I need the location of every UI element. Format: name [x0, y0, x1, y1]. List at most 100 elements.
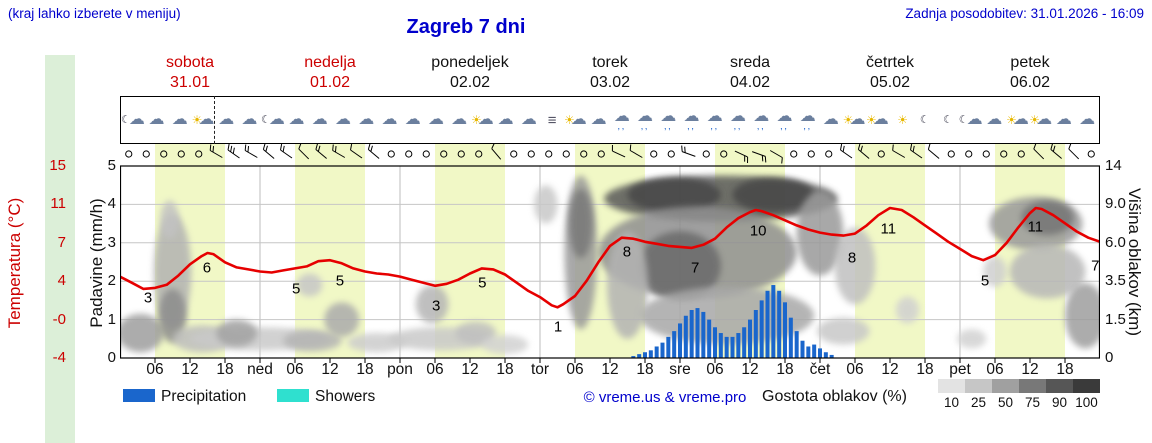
x-axis-tick: 18: [216, 361, 234, 378]
sun-glyph: ☀: [866, 113, 877, 127]
x-axis-tick: 06: [426, 361, 444, 378]
day-labels: sobota 31.01 nedelja 01.02 ponedeljek 02.02 to…: [0, 53, 1152, 95]
cloudy-icon: ☁: [285, 97, 308, 143]
cloud-glyph: ☁: [753, 107, 770, 125]
drops-glyph: ‚‚: [780, 120, 789, 132]
cloud-density-segment: [1019, 379, 1046, 393]
temperature-value-label: 1: [553, 318, 563, 336]
day-name: ponedeljek: [431, 54, 509, 71]
day-label-petek: petek 06.02: [960, 53, 1100, 93]
cloud-glyph: ☁: [570, 111, 587, 128]
cloud-density-segment: [1046, 379, 1073, 393]
cloud-glyph: ☁: [288, 111, 305, 128]
precipitation-legend-swatch: [123, 389, 155, 402]
moon-glyph: ☾: [919, 113, 930, 126]
cloud-height-tick: 1.5: [1105, 310, 1126, 328]
cloud-glyph: ☁: [148, 111, 165, 128]
x-axis-tick: 12: [741, 361, 759, 378]
x-axis-tick: 18: [916, 361, 934, 378]
day-label-nedelja: nedelja 01.02: [260, 53, 400, 93]
drops-glyph: ‚‚: [617, 120, 627, 132]
cloud-glyph: ☁: [986, 111, 1003, 128]
temperature-value-label: 5: [291, 280, 301, 298]
cloudy-icon: ☁: [168, 97, 191, 143]
x-axis-tick: 12: [1021, 361, 1039, 378]
cloudy-icon: ☁: [587, 97, 610, 143]
cloud-glyph: ☁: [822, 111, 839, 128]
cloudy-icon: ☁: [1076, 97, 1099, 143]
day-label-torek: torek 03.02: [540, 53, 680, 93]
day-date: 01.02: [309, 74, 351, 91]
day-date: 05.02: [869, 74, 911, 91]
cloud-glyph: ☁: [128, 111, 145, 128]
temperature-tick: 4: [57, 272, 66, 290]
sun-glyph: ☀: [191, 113, 203, 127]
cloud-density-segment: [965, 379, 992, 393]
cloud-glyph: ☁: [1012, 111, 1029, 128]
cloudy-icon: ☁: [355, 97, 378, 143]
precipitation-axis-title: Padavine (mm/h): [87, 198, 106, 328]
cloud-glyph: ☁: [849, 111, 866, 128]
moon-cloud-icon: ☾ ☁: [121, 97, 145, 143]
cloud-density-value: 75: [1024, 395, 1041, 410]
rain-icon: ☁ ‚‚: [680, 97, 703, 143]
cloud-glyph: ☁: [776, 107, 793, 125]
cloudy-icon: ☁: [494, 97, 517, 143]
cloud-glyph: ☁: [613, 107, 630, 125]
sun-glyph: ☀: [1029, 113, 1041, 127]
cloud-glyph: ☁: [683, 107, 700, 125]
cloud-glyph: ☁: [1079, 111, 1096, 128]
cloud-glyph: ☁: [477, 111, 494, 128]
temperature-value-label: 3: [431, 297, 441, 315]
temperature-tick: -0: [52, 310, 66, 328]
x-axis-tick: 06: [566, 361, 584, 378]
rain-icon: ☁ ‚‚: [796, 97, 819, 143]
showers-legend-label: Showers: [315, 388, 376, 405]
temperature-tick: -4: [52, 349, 66, 366]
cloudy-icon: ☁: [238, 97, 261, 143]
x-axis-tick: 06: [846, 361, 864, 378]
day-label-sobota: sobota 31.01: [120, 53, 260, 93]
cloudy-icon: ☁: [331, 97, 354, 143]
drops-glyph: ‚‚: [664, 120, 673, 132]
moon-glyph: ☾: [958, 113, 969, 126]
cloud-glyph: ☁: [404, 111, 421, 128]
temperature-value-label: 11: [880, 220, 897, 238]
cloud-glyph: ☁: [218, 111, 235, 128]
cloudy-icon: ☁: [1052, 97, 1075, 143]
x-axis-tick: 06: [986, 361, 1004, 378]
cloud-height-tick: 6.0: [1105, 233, 1126, 251]
rain-icon: ☁ ‚‚: [657, 97, 680, 143]
cloud-glyph: ☁: [171, 111, 188, 128]
sun-cloud-icon: ☀ ☁: [471, 97, 494, 143]
day-name: torek: [592, 54, 628, 71]
rain-icon: ☁ ‚‚: [750, 97, 773, 143]
cloud-glyph: ☁: [451, 111, 468, 128]
drops-glyph: ‚‚: [640, 120, 650, 132]
sun-cloud-icon: ☀ ☁: [1029, 97, 1052, 143]
cloud-density-value: 10: [943, 395, 960, 410]
cloud-glyph: ☁: [198, 111, 215, 128]
cloud-glyph: ☁: [660, 107, 677, 125]
drops-glyph: ‚‚: [733, 120, 743, 132]
cloud-glyph: ☁: [966, 111, 983, 128]
temperature-value-label: 7: [1091, 257, 1100, 275]
cloud-glyph: ☁: [268, 111, 285, 128]
cloud-density-value: 25: [970, 395, 987, 410]
cloud-glyph: ☁: [799, 107, 816, 125]
x-axis-tick: 12: [601, 361, 619, 378]
cloud-glyph: ☁: [1036, 111, 1053, 128]
temperature-tick: 15: [49, 157, 66, 174]
x-axis-tick: 06: [706, 361, 724, 378]
cloud-height-tick: 3.5: [1105, 272, 1126, 290]
moon-icon: ☾: [912, 97, 935, 143]
rain-icon: ☁ ‚‚: [633, 97, 656, 143]
day-name: petek: [1010, 54, 1050, 71]
cloud-glyph: ☁: [497, 111, 514, 128]
cloud-glyph: ☁: [381, 111, 398, 128]
sun-glyph: ☀: [563, 113, 575, 127]
sun-cloud-icon: ☀ ☁: [191, 97, 215, 143]
copyright-link[interactable]: © vreme.us & vreme.pro: [583, 389, 747, 406]
day-label-ponedeljek: ponedeljek 02.02: [400, 53, 540, 93]
cloudy-icon: ☁: [378, 97, 401, 143]
